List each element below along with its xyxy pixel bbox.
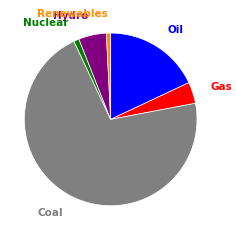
Text: Hydro: Hydro	[53, 12, 88, 21]
Wedge shape	[24, 41, 197, 206]
Text: Oil: Oil	[167, 25, 183, 35]
Wedge shape	[79, 33, 111, 119]
Wedge shape	[111, 33, 189, 119]
Text: Gas: Gas	[211, 82, 233, 92]
Text: Nuclear: Nuclear	[23, 18, 69, 28]
Wedge shape	[106, 33, 111, 119]
Text: Coal: Coal	[37, 208, 63, 218]
Wedge shape	[111, 83, 195, 119]
Wedge shape	[74, 39, 111, 119]
Text: Renewables: Renewables	[37, 9, 108, 19]
